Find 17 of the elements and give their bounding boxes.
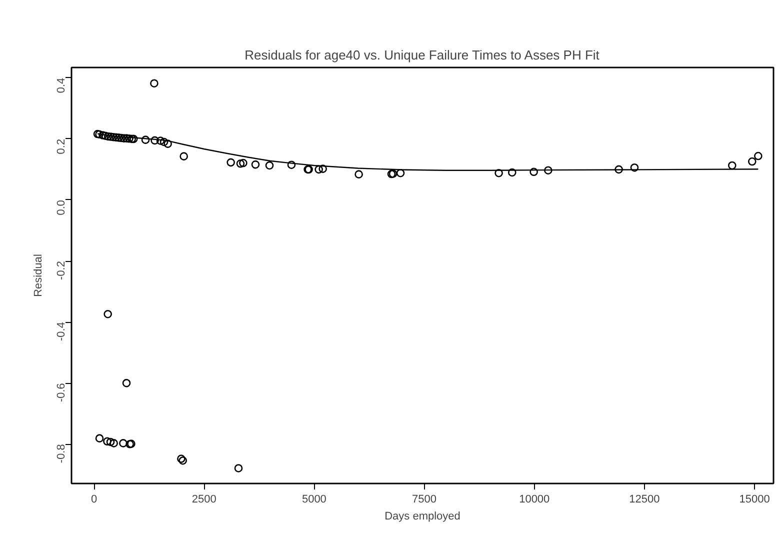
chart-title: Residuals for age40 vs. Unique Failure Times to Asses PH Fit: [244, 48, 600, 62]
y-tick-label: -0.2: [56, 260, 68, 280]
y-tick-label: -0.6: [56, 383, 68, 402]
y-tick-label: 0.0: [56, 200, 68, 216]
x-tick-label: 2500: [192, 494, 216, 506]
y-tick-label: -0.8: [56, 444, 68, 464]
y-axis-title: Residual: [32, 254, 44, 297]
x-axis-title: Days employed: [384, 510, 460, 522]
x-tick-label: 10000: [519, 494, 550, 506]
x-tick-label: 15000: [739, 494, 770, 506]
x-tick-label: 7500: [412, 494, 437, 506]
x-tick-label: 12500: [629, 494, 660, 506]
y-tick-label: 0.2: [56, 138, 68, 154]
x-tick-label: 5000: [302, 494, 326, 506]
y-tick-label: -0.4: [56, 322, 68, 341]
x-tick-label: 0: [90, 494, 98, 506]
y-tick-label: 0.4: [56, 78, 68, 94]
